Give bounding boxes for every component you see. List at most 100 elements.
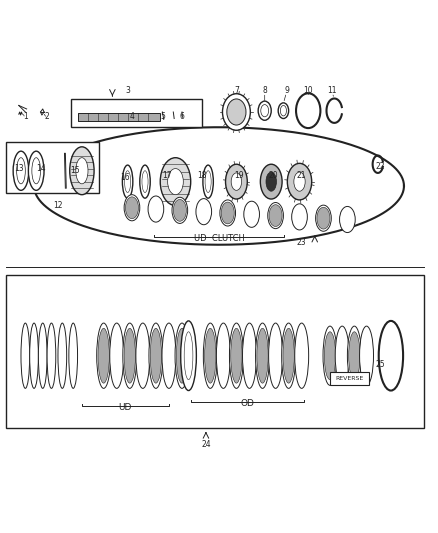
Text: 15: 15 [71,166,80,175]
Ellipse shape [98,328,110,383]
Ellipse shape [39,323,47,389]
Ellipse shape [172,197,187,223]
Ellipse shape [296,93,321,128]
Ellipse shape [70,147,94,195]
Ellipse shape [317,207,330,229]
Ellipse shape [324,332,336,379]
Ellipse shape [122,165,133,198]
Text: 22: 22 [375,162,385,171]
Ellipse shape [292,204,307,230]
Ellipse shape [177,328,187,383]
Text: 23: 23 [297,238,307,247]
Text: 7: 7 [234,86,239,95]
Text: 10: 10 [304,86,313,95]
Ellipse shape [125,197,138,219]
Ellipse shape [216,323,230,389]
Ellipse shape [124,171,131,192]
Ellipse shape [110,323,124,389]
Ellipse shape [136,323,150,389]
Ellipse shape [97,323,111,389]
Ellipse shape [257,328,268,383]
Ellipse shape [203,165,213,198]
Ellipse shape [184,332,193,379]
Text: 17: 17 [162,171,172,180]
Ellipse shape [280,106,286,116]
Text: 14: 14 [36,164,46,173]
Text: 25: 25 [375,360,385,369]
Ellipse shape [76,158,88,184]
Ellipse shape [294,172,305,191]
Ellipse shape [283,328,294,383]
Ellipse shape [230,323,244,389]
Ellipse shape [148,196,164,222]
Ellipse shape [339,206,355,232]
Ellipse shape [124,195,140,221]
Text: 20: 20 [268,171,278,180]
Ellipse shape [21,323,30,389]
Ellipse shape [162,323,176,389]
Ellipse shape [28,151,44,190]
Ellipse shape [13,151,29,190]
Ellipse shape [220,200,236,226]
Text: 1: 1 [23,112,28,121]
Text: 13: 13 [14,164,24,173]
Ellipse shape [32,158,41,184]
Bar [78,113,160,120]
Text: 6: 6 [180,112,184,121]
Ellipse shape [168,168,184,195]
Ellipse shape [223,94,251,130]
Ellipse shape [231,328,242,383]
Text: 24: 24 [201,440,211,449]
Text: 5: 5 [160,112,165,121]
Bar [6,275,424,427]
Text: 2: 2 [45,112,49,121]
Text: 3: 3 [125,86,130,95]
Text: 8: 8 [262,86,267,95]
Ellipse shape [261,104,268,117]
Text: 4: 4 [130,112,134,121]
Ellipse shape [316,205,331,231]
Ellipse shape [205,171,211,192]
Ellipse shape [268,323,283,389]
Ellipse shape [124,328,135,383]
Ellipse shape [260,164,282,199]
Ellipse shape [221,202,234,224]
Ellipse shape [231,173,242,190]
Ellipse shape [244,201,259,228]
Bar [6,142,99,192]
Ellipse shape [30,323,39,389]
Ellipse shape [255,323,269,389]
Ellipse shape [181,321,196,391]
Ellipse shape [142,171,148,192]
Ellipse shape [379,321,403,391]
Text: REVERSE: REVERSE [336,376,364,381]
Text: 19: 19 [234,171,244,180]
Ellipse shape [349,332,360,379]
Ellipse shape [360,326,374,385]
Text: 21: 21 [297,171,307,180]
Ellipse shape [69,323,78,389]
Text: 16: 16 [120,173,130,182]
Ellipse shape [58,323,67,389]
Ellipse shape [227,99,246,125]
Ellipse shape [173,199,186,221]
Ellipse shape [149,323,163,389]
Ellipse shape [347,326,361,385]
Ellipse shape [295,323,309,389]
Ellipse shape [140,165,150,198]
Ellipse shape [123,323,137,389]
Ellipse shape [278,103,289,118]
Text: OD: OD [240,399,254,408]
Text: 9: 9 [284,86,289,95]
Ellipse shape [150,328,162,383]
Ellipse shape [268,203,283,229]
Text: UD: UD [119,403,132,413]
Ellipse shape [266,172,276,191]
Ellipse shape [175,323,189,389]
Ellipse shape [258,101,271,120]
Text: 11: 11 [328,86,337,95]
Ellipse shape [47,323,56,389]
Ellipse shape [17,158,25,184]
Text: 18: 18 [197,171,206,180]
Text: 12: 12 [53,201,63,210]
